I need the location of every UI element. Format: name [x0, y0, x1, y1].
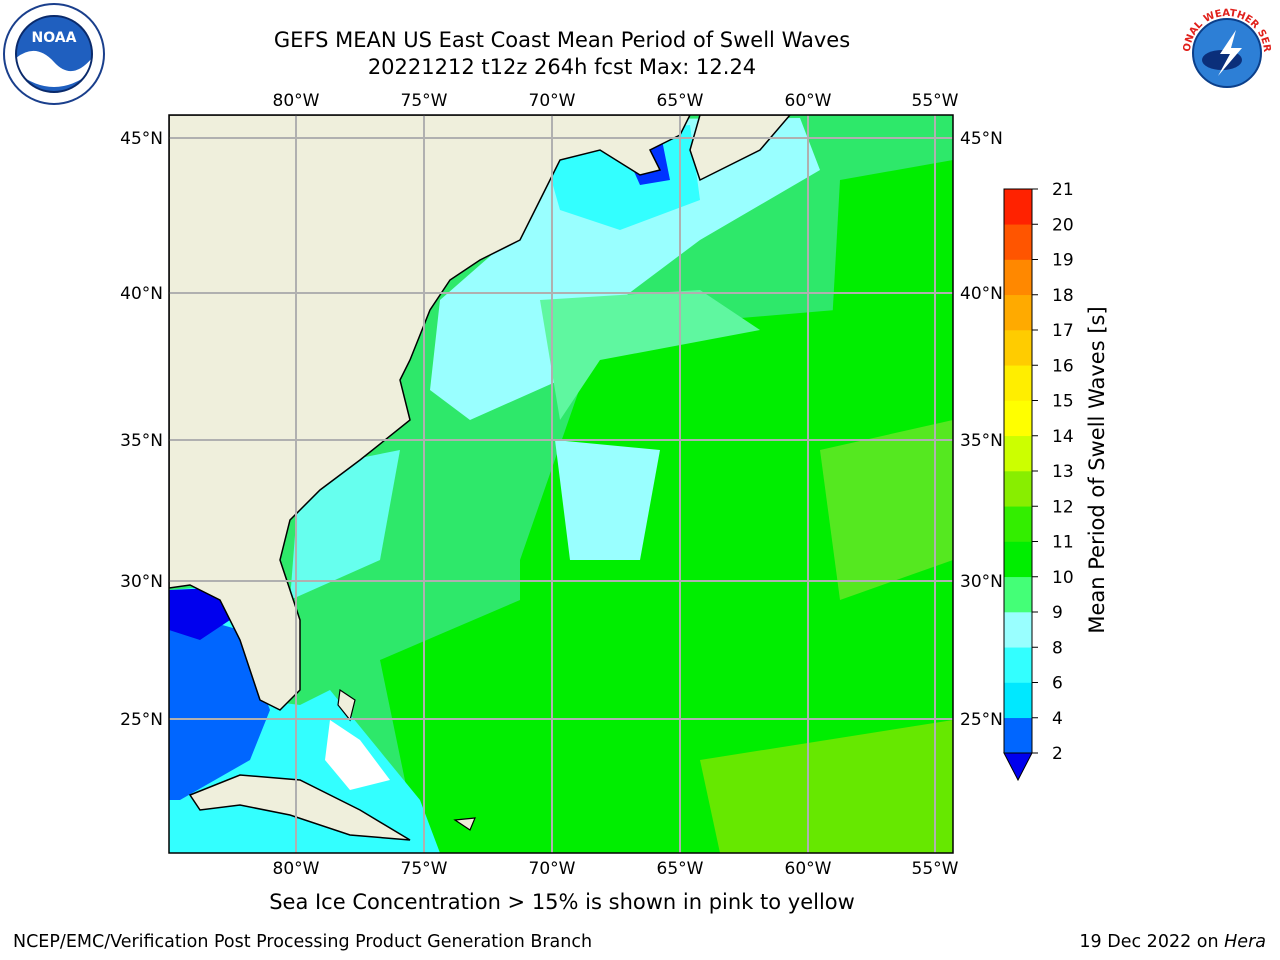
- lon-label-top: 70°W: [529, 91, 576, 111]
- lon-label-bottom: 60°W: [785, 859, 832, 879]
- footer-date-text: 19 Dec 2022 on: [1079, 932, 1225, 952]
- colorbar-segment: [1004, 717, 1032, 754]
- swell-region-9s: [540, 290, 760, 420]
- colorbar-tick-label: 15: [1052, 392, 1074, 412]
- colorbar-tick-label: 16: [1052, 356, 1074, 376]
- swell-region-12s-east: [820, 420, 953, 600]
- lon-label-top: 60°W: [785, 91, 832, 111]
- svg-text:NOAA: NOAA: [32, 30, 77, 46]
- colorbar-segment: [1004, 576, 1032, 613]
- lon-label-bottom: 80°W: [273, 859, 320, 879]
- chart-subtitle: 20221212 t12z 264h fcst Max: 12.24: [367, 55, 757, 79]
- map-frame: [168, 114, 954, 854]
- chart-title: GEFS MEAN US East Coast Mean Period of S…: [273, 28, 851, 52]
- colorbar-tick-label: 20: [1052, 215, 1074, 235]
- land-cuba: [188, 774, 411, 841]
- colorbar-segment: [1004, 400, 1032, 437]
- lat-label-left: 30°N: [120, 572, 163, 592]
- lat-label-left: 35°N: [120, 431, 163, 451]
- colorbar-segment: [1004, 471, 1032, 507]
- colorbar: 2 4 6 8 9 10 11 12 13 14 15 16 17 18 19 20 21: [1003, 180, 1074, 782]
- colorbar-segment: [1004, 224, 1032, 260]
- colorbar-segment: [1004, 682, 1032, 719]
- footer-date: 19 Dec 2022 on Hera: [1079, 932, 1266, 952]
- colorbar-tick-label: 13: [1052, 462, 1074, 482]
- land-eastern-us: [169, 115, 691, 711]
- colorbar-segment: [1004, 647, 1032, 683]
- lat-label-left: 45°N: [120, 129, 163, 149]
- swell-region-11s: [520, 300, 953, 853]
- sea-ice-note: Sea Ice Concentration > 15% is shown in …: [269, 890, 855, 914]
- colorbar-tick-label: 4: [1052, 709, 1063, 729]
- swell-region-4s-gulf: [169, 610, 270, 800]
- swell-region-8s-central: [555, 440, 660, 560]
- lon-label-bottom: 70°W: [529, 859, 576, 879]
- lon-label-top: 55°W: [912, 91, 959, 111]
- colorbar-label-text: Mean Period of Swell Waves [s]: [1085, 306, 1109, 634]
- colorbar-tick-label: 8: [1052, 638, 1063, 658]
- lat-label-right: 40°N: [960, 284, 1003, 304]
- colorbar-tick-label: 21: [1052, 180, 1074, 200]
- colorbar-under-extension: [1003, 752, 1033, 782]
- colorbar-tick-label: 11: [1052, 533, 1074, 553]
- colorbar-segment: [1004, 435, 1032, 472]
- colorbar-tick-label: 18: [1052, 286, 1074, 306]
- noaa-logo-icon: NOAA: [3, 3, 105, 105]
- colorbar-tick-label: 6: [1052, 674, 1063, 694]
- land-nova-scotia: [689, 115, 791, 182]
- lat-label-right: 25°N: [960, 710, 1003, 730]
- lon-label-bottom: 55°W: [912, 859, 959, 879]
- colorbar-segment: [1004, 294, 1032, 331]
- no-data-region: [325, 720, 390, 790]
- land-turks-caicos: [453, 817, 476, 831]
- lat-label-right: 35°N: [960, 431, 1003, 451]
- lat-label-right: 30°N: [960, 572, 1003, 592]
- swell-region-12s: [700, 720, 953, 853]
- lat-label-left: 40°N: [120, 284, 163, 304]
- lat-label-right: 45°N: [960, 129, 1003, 149]
- lon-label-bottom: 65°W: [657, 859, 704, 879]
- footer-credit: NCEP/EMC/Verification Post Processing Pr…: [13, 932, 593, 952]
- lon-label-top: 80°W: [273, 91, 320, 111]
- colorbar-tick-label: 12: [1052, 497, 1074, 517]
- colorbar-tick-label: 17: [1052, 321, 1074, 341]
- lat-label-left: 25°N: [120, 710, 163, 730]
- swell-region-11s-north: [830, 160, 953, 360]
- lon-label-bottom: 75°W: [401, 859, 448, 879]
- colorbar-segment: [1004, 541, 1032, 578]
- footer-host: Hera: [1224, 932, 1266, 952]
- colorbar-tick-label: 9: [1052, 603, 1063, 623]
- colorbar-tick-label: 14: [1052, 427, 1074, 447]
- colorbar-segment: [1004, 330, 1032, 366]
- colorbar-segment: [1004, 189, 1032, 225]
- colorbar-tick-label: 2: [1052, 744, 1063, 764]
- colorbar-segment: [1004, 612, 1032, 648]
- nws-logo-icon: NATIONAL WEATHER SERVICE: [1176, 2, 1276, 102]
- colorbar-segment: [1004, 506, 1032, 542]
- map-graticule: [169, 115, 953, 853]
- lon-label-top: 75°W: [401, 91, 448, 111]
- colorbar-segment: [1004, 365, 1032, 401]
- colorbar-tick-label: 19: [1052, 251, 1074, 271]
- colorbar-tick-label: 10: [1052, 568, 1074, 588]
- lon-label-top: 65°W: [657, 91, 704, 111]
- colorbar-segment: [1004, 259, 1032, 296]
- swell-region-under-2s: [169, 588, 230, 640]
